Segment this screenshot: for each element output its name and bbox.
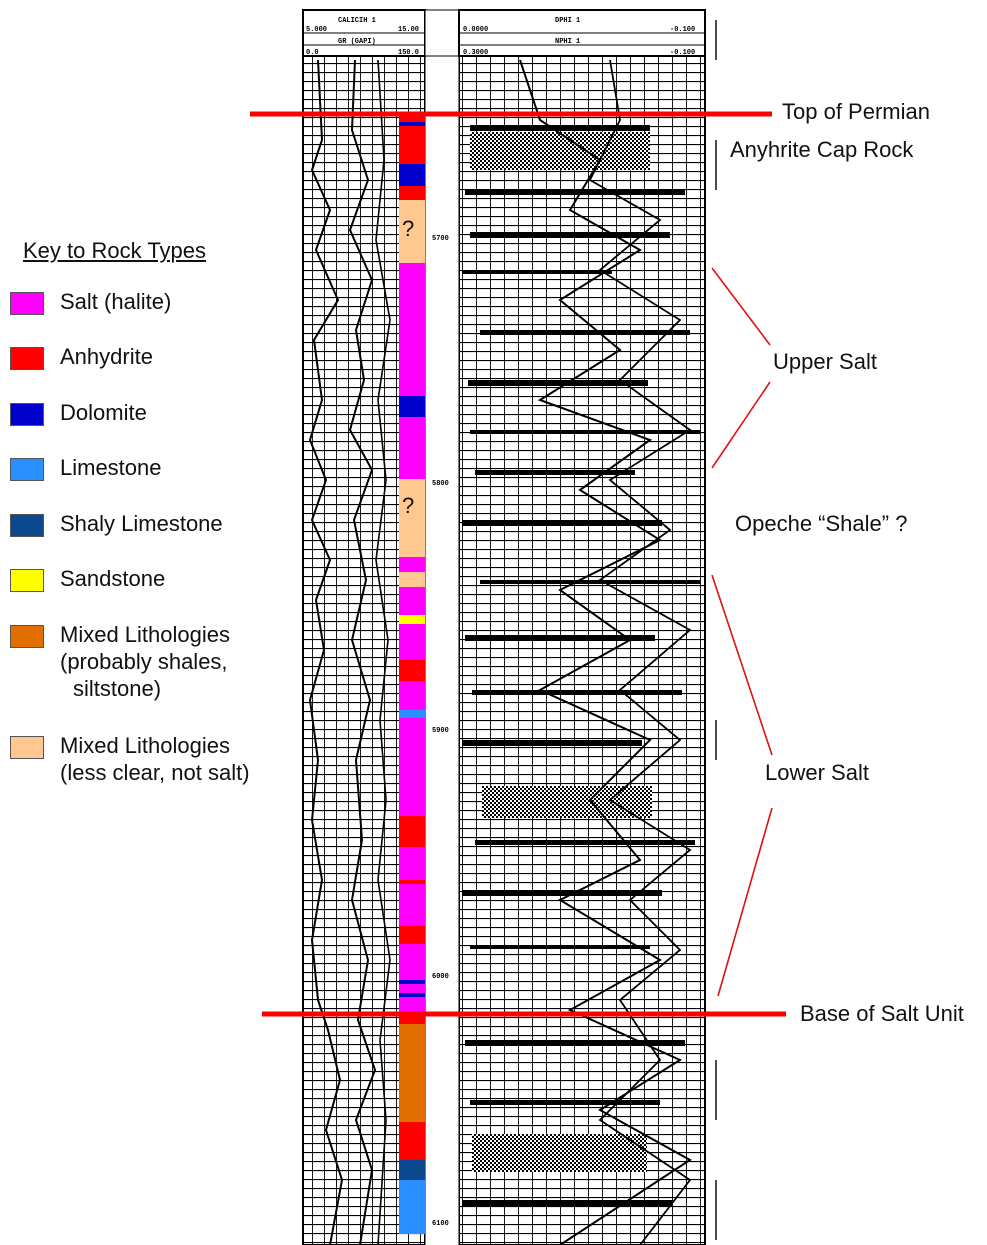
lithology-segment-mixed-unclear	[399, 479, 425, 557]
lithology-segment-salt	[399, 587, 425, 615]
lithology-segment-anhydrite	[399, 816, 425, 847]
label-top-of-permian: Top of Permian	[782, 99, 930, 124]
right-log-track	[458, 55, 706, 1245]
label-opeche-shale: Opeche “Shale” ?	[735, 511, 908, 536]
key-title: Key to Rock Types	[23, 238, 207, 263]
key-label-mixed-unclear: Mixed Lithologies (less clear, not salt)	[60, 732, 250, 786]
left-header-gr-max: 150.0	[398, 49, 419, 57]
key-label-sandstone: Sandstone	[60, 566, 166, 591]
label-base-of-salt: Base of Salt Unit	[800, 1001, 964, 1026]
lithology-segment-limestone	[399, 1180, 425, 1234]
key-label-shaly-limestone: Shaly Limestone	[60, 511, 223, 536]
key-label-mixed-shales-line1: Mixed Lithologies	[60, 622, 230, 647]
key-label-mixed-shales-line2: (probably shales,	[60, 649, 228, 674]
key-label-mixed-shales: Mixed Lithologies (probably shales, silt…	[60, 621, 230, 702]
depth-label-5800: 5800	[432, 480, 449, 488]
lithology-segment-dolomite	[399, 980, 425, 984]
caliper-curve	[348, 59, 377, 1245]
right-track-beds	[462, 125, 700, 1206]
depth-label-5900: 5900	[432, 727, 449, 735]
sandstone-swatch	[10, 569, 44, 592]
depth-strip	[425, 56, 459, 1245]
lithology-segment-salt	[399, 997, 425, 1016]
depth-label-6100: 6100	[432, 1220, 449, 1228]
lithology-segment-salt	[399, 718, 425, 816]
bracket-lines	[711, 267, 773, 997]
lithology-segment-anhydrite	[399, 126, 425, 164]
key-label-mixed-unclear-line2: (less clear, not salt)	[60, 760, 250, 785]
right-header-scale-min: 0.0000	[463, 26, 488, 34]
right-header-nphi: NPHI 1	[555, 38, 580, 46]
lithology-segment-salt	[399, 681, 425, 710]
lithology-segment-anhydrite	[399, 1122, 425, 1160]
lithology-segment-anhydrite	[399, 880, 425, 884]
key-label-limestone: Limestone	[60, 455, 162, 480]
right-header-scale-max: -0.100	[670, 26, 695, 34]
mixed-shales-swatch	[10, 625, 44, 648]
lithology-segment-mixed-unclear	[399, 572, 425, 587]
key-label-salt: Salt (halite)	[60, 289, 172, 314]
lithology-segment-shaly-limestone	[399, 1160, 425, 1180]
lithology-segment-salt	[399, 984, 425, 993]
right-header-curve-name: DPHI 1	[555, 17, 580, 25]
left-header-scale-max: 15.00	[398, 26, 419, 34]
lithology-segment-dolomite	[399, 122, 425, 126]
lithology-segment-anhydrite	[399, 1016, 425, 1024]
lithology-segment-sandstone	[399, 615, 425, 624]
lithology-segment-salt	[399, 884, 425, 926]
right-track-stippled-beds	[470, 132, 652, 1172]
lithology-segment-anhydrite	[399, 926, 425, 944]
lithology-segment-anhydrite	[399, 114, 425, 122]
limestone-swatch	[10, 458, 44, 481]
lithology-segment-anhydrite	[399, 186, 425, 200]
shaly-limestone-swatch	[10, 514, 44, 537]
key-label-dolomite: Dolomite	[60, 400, 147, 425]
dolomite-swatch	[10, 403, 44, 426]
key-label-anhydrite: Anhydrite	[60, 344, 153, 369]
neutron-curve	[588, 59, 692, 1245]
lithology-segment-mixed-shales	[399, 1024, 425, 1122]
lithology-segment-anhydrite	[399, 660, 425, 681]
label-upper-salt: Upper Salt	[773, 349, 877, 374]
lithology-segment-salt	[399, 624, 425, 660]
depth-label-6000: 6000	[432, 973, 449, 981]
lithology-segment-dolomite	[399, 164, 425, 186]
lithology-segment-salt	[399, 417, 425, 479]
lithology-segment-salt	[399, 847, 425, 880]
left-header-gr-min: 0.0	[306, 49, 319, 57]
lithology-column	[399, 114, 425, 1234]
question-mark-lower: ?	[402, 493, 415, 518]
left-header-curve-name: CALICIH 1	[338, 17, 376, 25]
lithology-segment-dolomite	[399, 396, 425, 417]
anhydrite-swatch	[10, 347, 44, 370]
salt-swatch	[10, 292, 44, 315]
depth-header	[424, 9, 460, 57]
key-label-mixed-shales-line3: siltstone)	[73, 676, 162, 701]
density-curve	[519, 59, 692, 1245]
right-header-nphi-max: -0.100	[670, 49, 695, 57]
key-label-mixed-unclear-line1: Mixed Lithologies	[60, 733, 230, 758]
label-lower-salt: Lower Salt	[765, 760, 869, 785]
right-header-nphi-min: 0.3000	[463, 49, 488, 57]
question-mark-upper: ?	[402, 216, 415, 241]
depth-label-5700: 5700	[432, 235, 449, 243]
left-header-gr: GR (GAPI)	[338, 38, 376, 46]
gamma-ray-curve	[308, 59, 344, 1245]
lithology-segment-salt	[399, 944, 425, 980]
left-header-scale-min: 5.000	[306, 26, 327, 34]
lithology-segment-limestone	[399, 710, 425, 718]
lithology-segment-salt	[399, 263, 425, 396]
label-cap-rock: Anyhrite Cap Rock	[730, 137, 914, 162]
mixed-unclear-swatch	[10, 736, 44, 759]
lithology-segment-salt	[399, 557, 425, 572]
lithology-segment-mixed-unclear	[399, 200, 425, 263]
lithology-segment-dolomite	[399, 993, 425, 997]
